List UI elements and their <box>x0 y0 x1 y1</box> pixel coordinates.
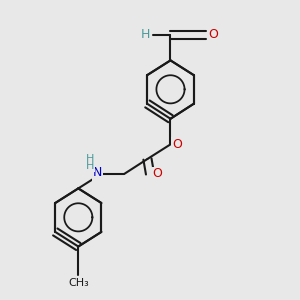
Text: O: O <box>172 138 182 151</box>
Text: O: O <box>208 28 218 41</box>
Text: CH₃: CH₃ <box>68 278 89 288</box>
Text: O: O <box>152 167 162 180</box>
Text: N: N <box>93 166 102 179</box>
Text: H: H <box>86 154 94 164</box>
Text: N: N <box>93 167 102 180</box>
Text: H: H <box>85 161 94 171</box>
Text: H: H <box>141 28 150 41</box>
